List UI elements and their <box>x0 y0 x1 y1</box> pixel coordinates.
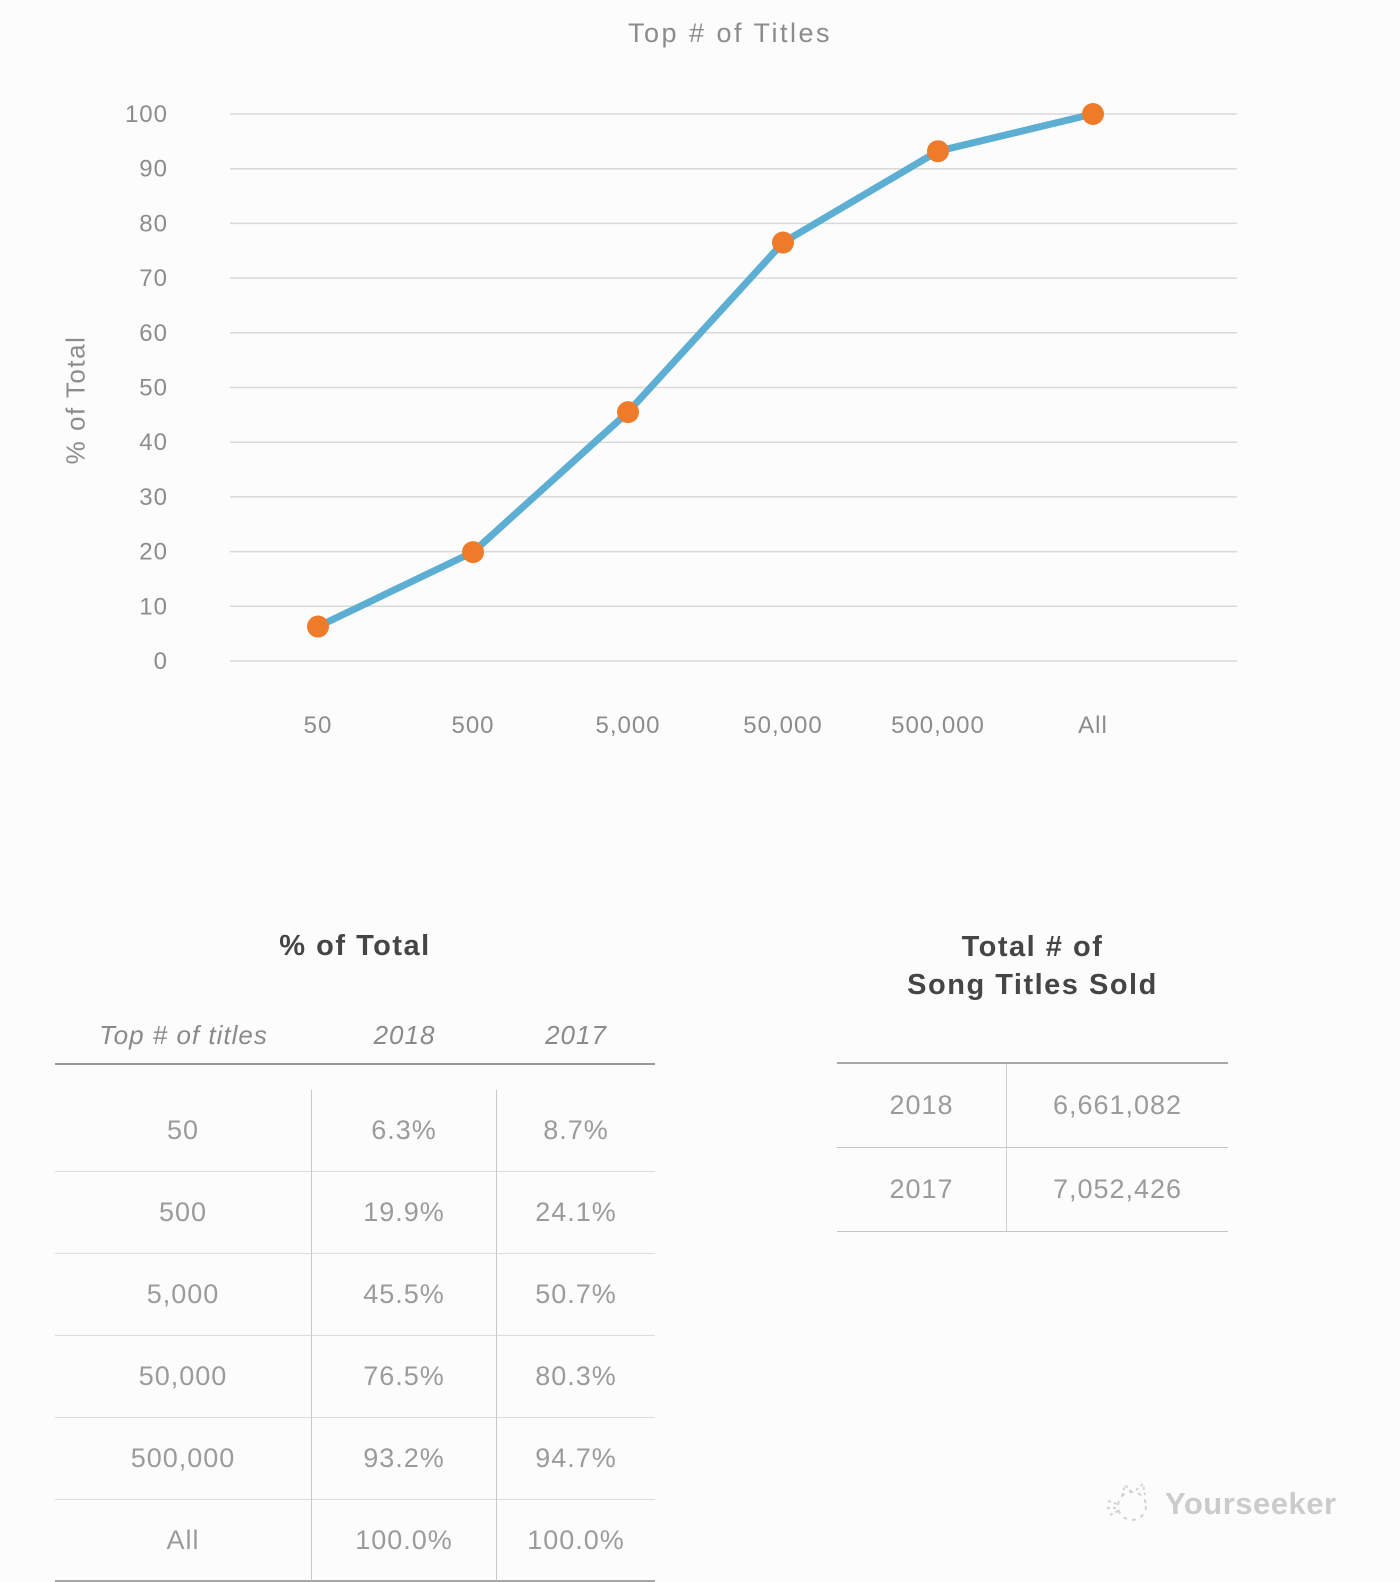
table-cell: 50,000 <box>55 1336 312 1418</box>
brand-footer: Yourseeker <box>1105 1478 1337 1530</box>
column-header-top-titles: Top # of titles <box>55 1008 312 1065</box>
y-tick-label: 10 <box>139 593 168 620</box>
y-tick-label: 20 <box>139 539 168 566</box>
data-point <box>462 541 484 564</box>
right-table-grid: 2018 6,661,082 2017 7,052,426 <box>837 1062 1228 1232</box>
table-cell: 500 <box>55 1172 312 1254</box>
x-tick-label: 5,000 <box>595 712 660 739</box>
table-cell: 76.5% <box>312 1336 497 1418</box>
cat-sketch-icon <box>1107 1482 1147 1521</box>
percent-of-total-table: % of Total Top # of titles 2018 2017 50 … <box>55 920 655 1582</box>
y-tick-label: 60 <box>139 320 168 347</box>
table-cell: 5,000 <box>55 1254 312 1336</box>
y-tick-label: 70 <box>139 265 168 292</box>
data-point <box>617 401 639 424</box>
x-tick-label: 500 <box>451 712 494 739</box>
total-titles-sold-table: Total # of Song Titles Sold 2018 6,661,0… <box>837 920 1228 1240</box>
y-tick-label: 90 <box>139 156 168 183</box>
table-cell: 24.1% <box>497 1172 655 1254</box>
table-cell: 100.0% <box>497 1500 655 1582</box>
y-tick-label: 40 <box>139 429 168 456</box>
table-cell: 19.9% <box>312 1172 497 1254</box>
table-cell: 93.2% <box>312 1418 497 1500</box>
table-cell: 50 <box>55 1090 312 1172</box>
x-tick-label: 500,000 <box>891 712 985 739</box>
table-cell-year: 2017 <box>837 1148 1007 1232</box>
table-cell: 6.3% <box>312 1090 497 1172</box>
x-tick-label: 50,000 <box>743 712 822 739</box>
table-cell: 50.7% <box>497 1254 655 1336</box>
data-line-2018 <box>314 110 1097 631</box>
right-table-title-line2: Song Titles Sold <box>907 969 1158 1001</box>
x-tick-label: All <box>1078 712 1108 739</box>
data-point <box>1082 103 1104 125</box>
y-tick-label: 80 <box>139 210 168 237</box>
data-point <box>307 615 329 638</box>
right-table-title-line1: Total # of <box>961 931 1104 963</box>
data-point <box>927 140 949 163</box>
y-tick-label: 100 <box>125 101 168 128</box>
column-header-2017: 2017 <box>497 1008 655 1065</box>
left-table-grid: Top # of titles 2018 2017 50 6.3% 8.7% 5… <box>55 1008 655 1582</box>
x-tick-label: 50 <box>304 712 333 739</box>
table-cell: 45.5% <box>312 1254 497 1336</box>
table-cell: All <box>55 1500 312 1582</box>
table-cell-value: 6,661,082 <box>1007 1064 1228 1148</box>
chart-title: Top # of Titles <box>627 18 833 48</box>
table-cell-year: 2018 <box>837 1064 1007 1148</box>
y-tick-label: 50 <box>139 375 168 402</box>
y-tick-label: 0 <box>154 648 168 675</box>
left-table-title: % of Total <box>279 930 431 962</box>
table-cell: 94.7% <box>497 1418 655 1500</box>
data-point <box>772 231 794 254</box>
table-cell-value: 7,052,426 <box>1007 1148 1228 1232</box>
table-cell: 8.7% <box>497 1090 655 1172</box>
column-header-2018: 2018 <box>312 1008 497 1065</box>
table-cell: 100.0% <box>312 1500 497 1582</box>
line-chart: 0 10 20 30 40 50 60 70 80 90 100 50 500 5,000 50,000 50… <box>125 101 1237 739</box>
y-tick-label: 30 <box>139 484 168 511</box>
table-cell: 80.3% <box>497 1336 655 1418</box>
table-cell: 500,000 <box>55 1418 312 1500</box>
right-table-title: Total # of Song Titles Sold <box>837 928 1228 1004</box>
brand-name: Yourseeker <box>1165 1486 1337 1521</box>
